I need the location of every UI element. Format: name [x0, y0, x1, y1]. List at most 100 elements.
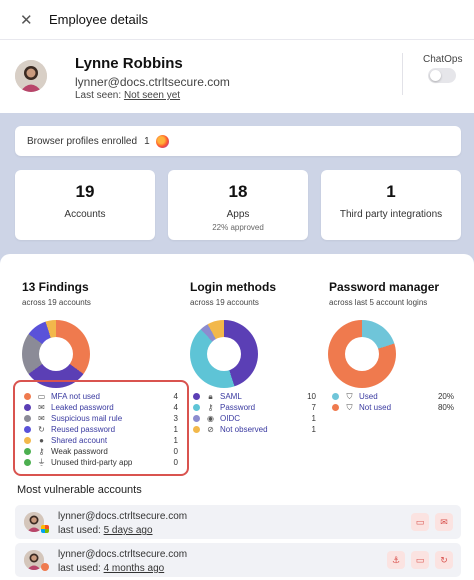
last-used-label: last used:	[58, 525, 101, 536]
legend-dot	[24, 393, 31, 400]
chatops-label: ChatOps	[423, 54, 463, 65]
firefox-icon	[155, 134, 169, 148]
last-seen: Last seen: Not seen yet	[75, 90, 180, 101]
legend-value: 0	[173, 458, 178, 467]
legend-value: 3	[173, 414, 178, 423]
legend-item[interactable]: ⏚ Unused third-party app	[24, 457, 132, 468]
legend-item[interactable]: ⚷ Weak password	[24, 446, 108, 457]
legend-value: 0	[173, 447, 178, 456]
chatops-toggle[interactable]	[428, 68, 456, 83]
legend-dot	[193, 393, 200, 400]
devices-icon[interactable]: ▭	[411, 551, 429, 569]
plug-icon: ⏚	[37, 458, 46, 467]
microsoft-icon	[41, 525, 49, 533]
fishing-hook-icon[interactable]: ⚓	[387, 551, 405, 569]
accounts-stat-card[interactable]: 19 Accounts	[15, 170, 155, 240]
close-icon[interactable]: ✕	[20, 11, 33, 29]
findings-subtitle: across 19 accounts	[22, 298, 91, 307]
legend-dot	[193, 415, 200, 422]
mail-icon[interactable]: ✉	[435, 513, 453, 531]
shield-icon: ⛉	[346, 391, 353, 401]
apps-stat-card[interactable]: 18 Apps 22% approved	[168, 170, 308, 240]
firefox-icon	[41, 563, 49, 571]
id-icon: ◉	[207, 414, 214, 423]
legend-item[interactable]: ⛉ Used	[332, 391, 378, 402]
legend-value: 4	[173, 403, 178, 412]
profile-section: Lynne Robbins lynner@docs.ctrltsecure.co…	[0, 45, 474, 115]
account-last-used: last used: 5 days ago	[58, 525, 153, 536]
avatar	[24, 550, 44, 570]
account-email: lynner@docs.ctrltsecure.com	[58, 511, 188, 522]
employee-email: lynner@docs.ctrltsecure.com	[75, 75, 230, 89]
legend-item[interactable]: ◉ OIDC	[193, 413, 240, 424]
legend-dot	[332, 393, 339, 400]
legend-item[interactable]: 🔒︎ SAML	[193, 391, 242, 402]
integrations-count: 1	[386, 182, 396, 201]
legend-dot	[24, 415, 31, 422]
findings-highlight-box	[13, 380, 189, 476]
login-methods-donut-chart	[190, 320, 258, 388]
legend-item[interactable]: ▭ MFA not used	[24, 391, 100, 402]
legend-dot	[24, 404, 31, 411]
browser-profiles-label: Browser profiles enrolled	[27, 135, 138, 147]
legend-item[interactable]: ✉ Leaked password	[24, 402, 114, 413]
legend-value: 1	[311, 425, 316, 434]
password-manager-donut-chart	[328, 320, 396, 388]
divider	[402, 53, 403, 95]
legend-item[interactable]: ↻ Reused password	[24, 424, 115, 435]
account-last-used: last used: 4 months ago	[58, 563, 164, 574]
key-icon: ⚷	[38, 447, 45, 456]
legend-value: 4	[173, 392, 178, 401]
vulnerable-account-row[interactable]: lynner@docs.ctrltsecure.com last used: 5…	[15, 505, 461, 539]
avatar	[24, 512, 44, 532]
refresh-icon: ↻	[38, 425, 45, 434]
last-used-value[interactable]: 5 days ago	[103, 525, 153, 536]
eye-off-icon: ⊘	[207, 425, 214, 434]
last-seen-label: Last seen:	[75, 90, 122, 101]
legend-dot	[193, 404, 200, 411]
vulnerable-accounts-title: Most vulnerable accounts	[17, 484, 142, 496]
apps-label: Apps	[226, 209, 250, 220]
findings-donut-chart	[22, 320, 90, 388]
legend-value: 7	[311, 403, 316, 412]
password-manager-subtitle: across last 5 account logins	[329, 298, 428, 307]
apps-approved: 22% approved	[212, 223, 264, 232]
legend-item[interactable]: ⊘ Not observed	[193, 424, 268, 435]
legend-dot	[332, 404, 339, 411]
mail-icon: ✉	[38, 403, 45, 412]
apps-count: 18	[228, 182, 248, 201]
vulnerable-account-row[interactable]: lynner@docs.ctrltsecure.com last used: 4…	[15, 543, 461, 577]
legend-dot	[193, 426, 200, 433]
accounts-count: 19	[75, 182, 95, 201]
last-used-label: last used:	[58, 563, 101, 574]
key-icon: ⚷	[207, 403, 214, 412]
browser-profiles-card: Browser profiles enrolled 1	[15, 126, 461, 156]
shield-off-icon: ⛉	[346, 402, 353, 412]
accounts-label: Accounts	[64, 209, 106, 220]
users-icon: ●	[39, 436, 44, 445]
devices-icon[interactable]: ▭	[411, 513, 429, 531]
legend-dot	[24, 426, 31, 433]
devices-icon: ▭	[37, 392, 46, 401]
login-methods-subtitle: across 19 accounts	[190, 298, 259, 307]
header: ✕ Employee details	[0, 0, 474, 40]
legend-item[interactable]: ✉ Suspicious mail rule	[24, 413, 122, 424]
integrations-stat-card[interactable]: 1 Third party integrations	[321, 170, 461, 240]
lock-icon: 🔒︎	[208, 391, 213, 401]
browser-profiles-count: 1	[144, 135, 150, 147]
legend-value: 1	[173, 425, 178, 434]
last-used-value[interactable]: 4 months ago	[103, 563, 165, 574]
account-email: lynner@docs.ctrltsecure.com	[58, 549, 188, 560]
findings-title: 13 Findings	[22, 280, 89, 294]
password-manager-title: Password manager	[329, 280, 440, 294]
legend-item[interactable]: ⛉ Not used	[332, 402, 391, 413]
legend-value: 80%	[437, 403, 454, 412]
legend-item[interactable]: ⚷ Password	[193, 402, 255, 413]
integrations-label: Third party integrations	[339, 209, 443, 220]
page-title: Employee details	[49, 12, 148, 27]
last-seen-value[interactable]: Not seen yet	[123, 90, 181, 101]
legend-item[interactable]: ● Shared account	[24, 435, 107, 446]
envelope-icon: ✉	[38, 414, 45, 423]
employee-name: Lynne Robbins	[75, 55, 183, 72]
refresh-icon[interactable]: ↻	[435, 551, 453, 569]
